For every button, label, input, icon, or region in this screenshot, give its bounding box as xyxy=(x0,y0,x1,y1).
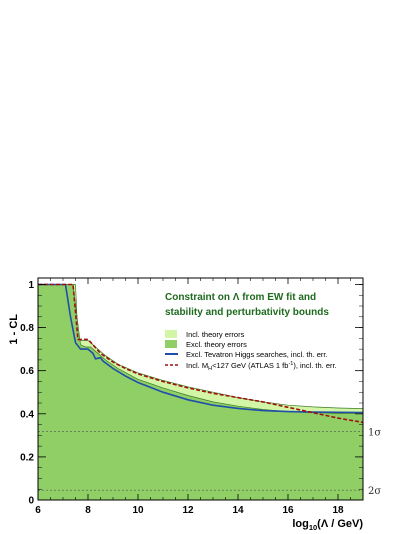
y-tick-label: 0 xyxy=(28,496,34,507)
legend-swatch-excl xyxy=(165,340,177,348)
legend-swatch-incl xyxy=(165,330,177,338)
y-tick-label: 0.6 xyxy=(20,366,34,377)
x-axis-title: log10(Λ / GeV) xyxy=(292,518,363,532)
title-line-2: stability and perturbativity bounds xyxy=(165,307,329,318)
legend-label-atlas: Incl. MH<127 GeV (ATLAS 1 fb-1), incl. t… xyxy=(186,361,337,372)
legend-label-excl: Excl. theory errors xyxy=(186,340,247,349)
x-tick-label: 12 xyxy=(182,505,194,516)
reference-label-2sigma: 2σ xyxy=(368,486,381,497)
reference-lines: 1σ 2σ xyxy=(38,428,381,497)
title-line-1: Constraint on Λ from EW fit and xyxy=(165,292,316,303)
y-tick-label: 0.2 xyxy=(20,452,34,463)
legend: Incl. theory errors Excl. theory errors … xyxy=(165,330,337,372)
series-atlas-line xyxy=(38,283,364,424)
plot-area xyxy=(38,283,364,500)
x-tick-label: 14 xyxy=(232,505,244,516)
legend-label-incl: Incl. theory errors xyxy=(186,330,245,339)
y-axis-title: 1 - CL xyxy=(8,314,20,345)
y-tick-label: 1 xyxy=(28,280,34,291)
x-tick-label: 18 xyxy=(332,505,344,516)
x-tick-label: 8 xyxy=(85,505,91,516)
x-tick-label: 6 xyxy=(35,505,41,516)
y-tick-label: 0.4 xyxy=(20,409,34,420)
band-excl-theory xyxy=(38,284,363,500)
series-tevatron-line xyxy=(38,283,364,414)
axis-ticks: 6 8 10 12 14 16 18 0 0.2 0.4 0.6 0.8 1 xyxy=(20,278,364,516)
x-tick-label: 10 xyxy=(132,505,144,516)
x-tick-label: 16 xyxy=(282,505,294,516)
chart-title: Constraint on Λ from EW fit and stabilit… xyxy=(165,292,329,318)
y-tick-label: 0.8 xyxy=(20,323,34,334)
legend-label-tevatron: Excl. Tevatron Higgs searches, incl. th.… xyxy=(186,350,328,359)
reference-label-1sigma: 1σ xyxy=(368,428,381,439)
